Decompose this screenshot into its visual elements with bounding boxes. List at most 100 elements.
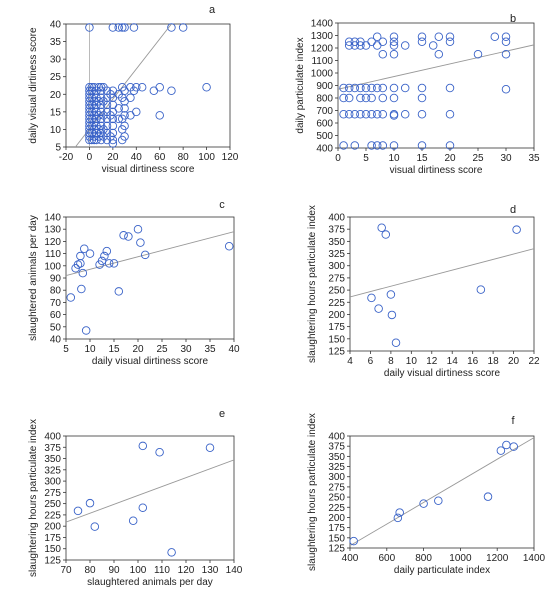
data-point-b xyxy=(400,109,410,119)
y-tick-label-a: 20 xyxy=(50,90,62,101)
y-tick-label-d: 350 xyxy=(328,237,345,248)
y-tick-label-f: 400 xyxy=(328,432,345,443)
data-point-a xyxy=(108,114,118,124)
y-tick-label-d: 150 xyxy=(328,334,345,345)
data-point-b xyxy=(372,109,382,119)
data-point-b xyxy=(400,41,410,50)
x-tick-label-d: 22 xyxy=(528,356,540,367)
data-point-b xyxy=(417,83,427,93)
data-point-d xyxy=(381,230,391,239)
data-point-a xyxy=(149,86,159,96)
x-tick-label-b: 20 xyxy=(444,153,456,164)
data-point-c xyxy=(114,287,124,296)
x-tick-label-e: 90 xyxy=(108,565,120,576)
y-tick-label-e: 200 xyxy=(44,522,61,533)
x-tick-label-c: 30 xyxy=(180,344,192,355)
y-tick-label-a: 10 xyxy=(50,125,62,136)
y-tick-label-b: 400 xyxy=(316,144,333,155)
data-point-b xyxy=(372,32,382,42)
data-point-d xyxy=(476,285,486,294)
data-point-d xyxy=(377,223,386,232)
data-point-a xyxy=(120,111,129,120)
data-point-f xyxy=(502,440,511,450)
data-point-b xyxy=(417,32,427,42)
x-tick-label-e: 110 xyxy=(154,565,170,576)
data-point-a xyxy=(108,23,118,32)
data-point-c xyxy=(76,251,85,261)
y-tick-label-f: 300 xyxy=(328,472,345,483)
y-tick-label-c: 80 xyxy=(50,286,62,297)
y-tick-label-a: 40 xyxy=(50,20,62,31)
data-point-b xyxy=(417,141,427,150)
trend-line-f xyxy=(350,437,534,546)
data-point-e xyxy=(155,447,164,457)
data-point-c xyxy=(73,260,83,269)
y-tick-label-c: 50 xyxy=(50,322,62,333)
data-point-a xyxy=(120,104,129,113)
y-tick-label-c: 120 xyxy=(44,237,61,248)
x-tick-label-b: 5 xyxy=(363,153,369,164)
x-axis-title-a: visual dirtiness score xyxy=(102,164,195,175)
panel-letter-d: d xyxy=(510,204,516,216)
y-tick-label-a: 25 xyxy=(50,72,62,83)
data-point-d xyxy=(512,225,521,234)
y-tick-label-c: 60 xyxy=(50,310,62,321)
data-point-d xyxy=(391,338,401,347)
panel-a: -20 0 20 40 60 80 100 120510152025303540visual … xyxy=(28,4,239,175)
data-point-b xyxy=(445,141,455,150)
x-tick-label-c: 10 xyxy=(84,344,96,355)
data-point-f xyxy=(483,492,493,501)
data-point-e xyxy=(85,498,95,508)
y-tick-label-b: 600 xyxy=(316,119,333,130)
data-point-a xyxy=(85,23,94,32)
x-tick-label-f: 1000 xyxy=(449,553,472,564)
data-point-b xyxy=(361,41,371,50)
y-tick-label-b: 500 xyxy=(316,131,333,142)
y-tick-label-e: 150 xyxy=(44,544,61,555)
x-axis-title-c: daily visual dirtiness score xyxy=(92,356,209,367)
data-point-a xyxy=(120,23,129,32)
y-tick-label-e: 325 xyxy=(44,465,61,476)
x-tick-label-b: 10 xyxy=(388,153,400,164)
x-tick-label-d: 14 xyxy=(447,356,459,367)
data-point-b xyxy=(356,109,365,119)
y-tick-label-c: 110 xyxy=(45,249,61,260)
x-tick-label-f: 1200 xyxy=(486,553,509,564)
data-point-a xyxy=(108,128,118,138)
data-point-b xyxy=(389,83,399,93)
data-point-a xyxy=(120,121,129,131)
x-tick-label-a: 60 xyxy=(154,152,166,163)
data-point-b xyxy=(389,93,399,103)
y-tick-label-a: 35 xyxy=(50,37,62,48)
y-tick-label-f: 200 xyxy=(328,513,345,524)
data-point-b xyxy=(367,109,376,119)
data-point-a xyxy=(167,86,176,96)
data-point-b xyxy=(389,41,399,50)
data-point-b xyxy=(400,83,410,93)
x-tick-label-c: 5 xyxy=(63,344,69,355)
x-tick-label-a: 80 xyxy=(178,152,190,163)
y-tick-label-e: 250 xyxy=(44,499,61,510)
y-tick-label-b: 800 xyxy=(316,94,333,105)
data-point-c xyxy=(76,259,85,268)
data-point-b xyxy=(367,141,376,150)
data-point-b xyxy=(389,50,399,59)
y-tick-label-d: 275 xyxy=(328,273,345,284)
data-point-b xyxy=(367,93,376,103)
data-point-c xyxy=(79,244,89,253)
y-tick-label-e: 175 xyxy=(44,533,61,544)
trend-line-e xyxy=(66,459,234,523)
data-point-b xyxy=(417,37,427,47)
x-tick-label-e: 100 xyxy=(130,565,147,576)
data-point-b xyxy=(501,50,511,59)
panel-letter-a: a xyxy=(209,4,216,16)
y-tick-label-e: 275 xyxy=(44,488,61,499)
y-tick-label-d: 400 xyxy=(328,213,345,224)
data-point-c xyxy=(136,238,145,247)
panel-e: 70 80 90 100 110 120 130 140 1251501752002252502… xyxy=(28,408,243,588)
data-point-b xyxy=(344,83,354,93)
y-tick-label-b: 1000 xyxy=(311,69,334,80)
data-point-b xyxy=(501,32,511,42)
